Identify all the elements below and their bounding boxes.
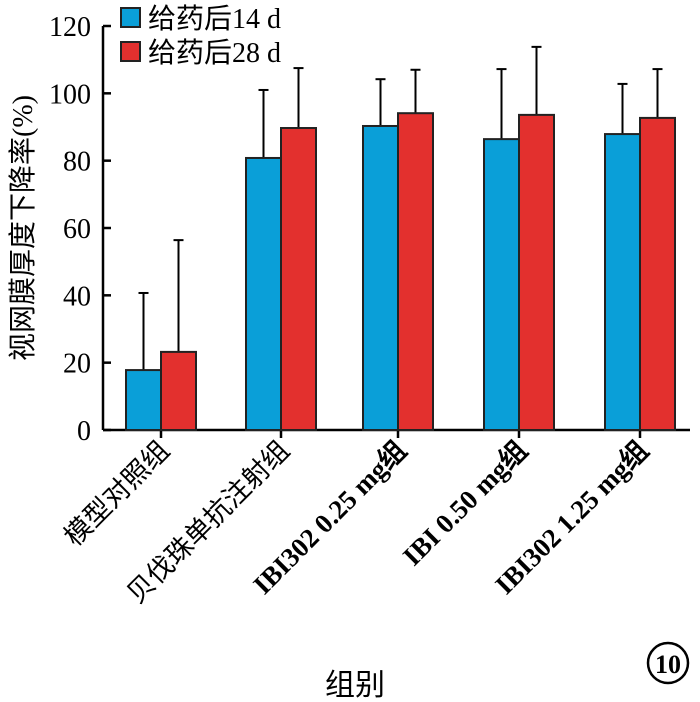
bar [483, 138, 520, 431]
y-tick-label: 20 [63, 349, 91, 380]
bar [604, 133, 641, 431]
bar [362, 124, 399, 432]
legend-swatch [120, 41, 141, 62]
bar [639, 116, 676, 431]
y-tick-label: 120 [49, 12, 91, 43]
y-tick-label: 60 [63, 214, 91, 245]
bar [518, 113, 555, 431]
legend-swatch [120, 7, 141, 28]
x-tick-label: 模型对照组 [59, 435, 176, 552]
bar [160, 350, 197, 432]
y-tick-label: 0 [77, 416, 91, 447]
panel-label: 10 [646, 641, 690, 685]
bar [397, 112, 434, 432]
legend-label: 给药后14 d [148, 3, 281, 35]
bar [125, 369, 162, 431]
legend-label: 给药后28 d [148, 37, 281, 69]
bar [245, 156, 282, 431]
y-tick-label: 40 [63, 281, 91, 312]
x-tick-label: IBI 0.50 mg组 [396, 434, 533, 571]
y-tick-label: 80 [63, 147, 91, 178]
y-axis-label: 视网膜厚度下降率(%) [7, 95, 39, 361]
y-tick-label: 100 [49, 79, 91, 110]
x-axis-label: 组别 [325, 669, 385, 702]
svg-text:10: 10 [655, 650, 681, 679]
bar [280, 127, 317, 431]
